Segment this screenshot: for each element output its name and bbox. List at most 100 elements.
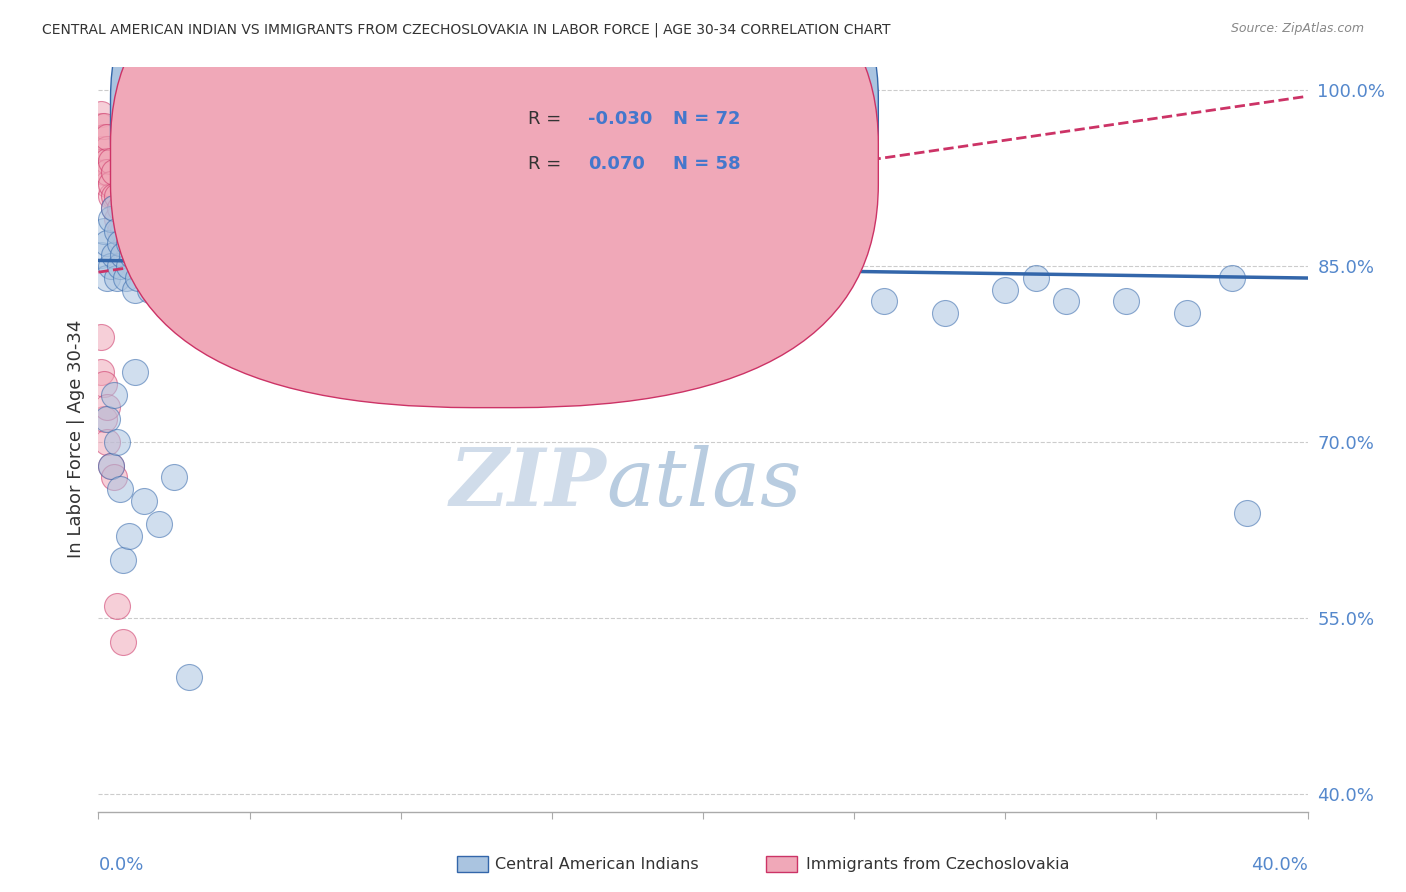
Point	[96, 142, 118, 156]
Point	[111, 552, 134, 566]
Point	[96, 235, 118, 250]
Text: 0.0%: 0.0%	[98, 856, 143, 874]
Point	[994, 283, 1017, 297]
Point	[1236, 506, 1258, 520]
Point	[329, 283, 352, 297]
Point	[103, 165, 125, 179]
Point	[813, 283, 835, 297]
Point	[450, 294, 472, 309]
Point	[90, 365, 112, 379]
Point	[93, 376, 115, 391]
Point	[135, 271, 157, 285]
Y-axis label: In Labor Force | Age 30-34: In Labor Force | Age 30-34	[66, 320, 84, 558]
Point	[142, 271, 165, 285]
Point	[299, 271, 322, 285]
Point	[510, 294, 533, 309]
Point	[420, 283, 443, 297]
Point	[139, 283, 162, 297]
Point	[481, 283, 503, 297]
Point	[153, 271, 176, 285]
Point	[103, 201, 125, 215]
Point	[124, 365, 146, 379]
Point	[1175, 306, 1198, 320]
Point	[103, 201, 125, 215]
Point	[105, 435, 128, 450]
Text: 40.0%: 40.0%	[1251, 856, 1308, 874]
Point	[100, 153, 122, 168]
Point	[100, 260, 122, 274]
Point	[179, 670, 201, 684]
Point	[193, 294, 215, 309]
Point	[153, 283, 176, 297]
Point	[108, 260, 131, 274]
Point	[118, 260, 141, 274]
Point	[100, 177, 122, 191]
Point	[1024, 271, 1046, 285]
Point	[93, 153, 115, 168]
Point	[90, 329, 112, 343]
Point	[299, 294, 322, 309]
Point	[96, 435, 118, 450]
Point	[93, 165, 115, 179]
Point	[96, 165, 118, 179]
Point	[105, 224, 128, 238]
Point	[114, 235, 136, 250]
Point	[96, 411, 118, 425]
Text: Source: ZipAtlas.com: Source: ZipAtlas.com	[1230, 22, 1364, 36]
Point	[103, 189, 125, 203]
Point	[118, 224, 141, 238]
Point	[111, 247, 134, 261]
Point	[129, 247, 152, 261]
Point	[111, 634, 134, 648]
Point	[124, 260, 146, 274]
Text: Central American Indians: Central American Indians	[495, 857, 699, 871]
Point	[108, 235, 131, 250]
Point	[105, 189, 128, 203]
FancyBboxPatch shape	[456, 86, 806, 204]
Text: R =: R =	[527, 154, 567, 173]
Point	[96, 130, 118, 145]
FancyBboxPatch shape	[111, 0, 879, 363]
Point	[752, 306, 775, 320]
Point	[118, 247, 141, 261]
Point	[118, 529, 141, 543]
Point	[129, 260, 152, 274]
Point	[96, 177, 118, 191]
Point	[90, 142, 112, 156]
Point	[132, 494, 155, 508]
Point	[269, 283, 291, 297]
Point	[360, 283, 382, 297]
Point	[269, 283, 291, 297]
Point	[602, 306, 624, 320]
Point	[105, 271, 128, 285]
FancyBboxPatch shape	[111, 0, 879, 408]
Point	[108, 224, 131, 238]
Point	[148, 271, 170, 285]
Text: N = 58: N = 58	[672, 154, 741, 173]
Point	[172, 271, 194, 285]
Text: N = 72: N = 72	[672, 110, 741, 128]
Point	[163, 470, 186, 484]
Point	[105, 599, 128, 614]
Point	[179, 283, 201, 297]
Point	[934, 306, 956, 320]
Point	[284, 294, 307, 309]
Point	[163, 260, 186, 274]
Point	[93, 224, 115, 238]
Point	[111, 224, 134, 238]
Text: atlas: atlas	[606, 445, 801, 523]
Point	[124, 283, 146, 297]
Point	[253, 294, 276, 309]
Point	[139, 260, 162, 274]
Point	[100, 458, 122, 473]
Point	[239, 294, 262, 309]
Point	[121, 247, 143, 261]
Text: R =: R =	[527, 110, 567, 128]
Point	[208, 283, 231, 297]
Point	[631, 294, 654, 309]
Point	[148, 517, 170, 532]
Point	[172, 271, 194, 285]
Text: 0.070: 0.070	[588, 154, 645, 173]
Point	[135, 271, 157, 285]
Point	[239, 271, 262, 285]
